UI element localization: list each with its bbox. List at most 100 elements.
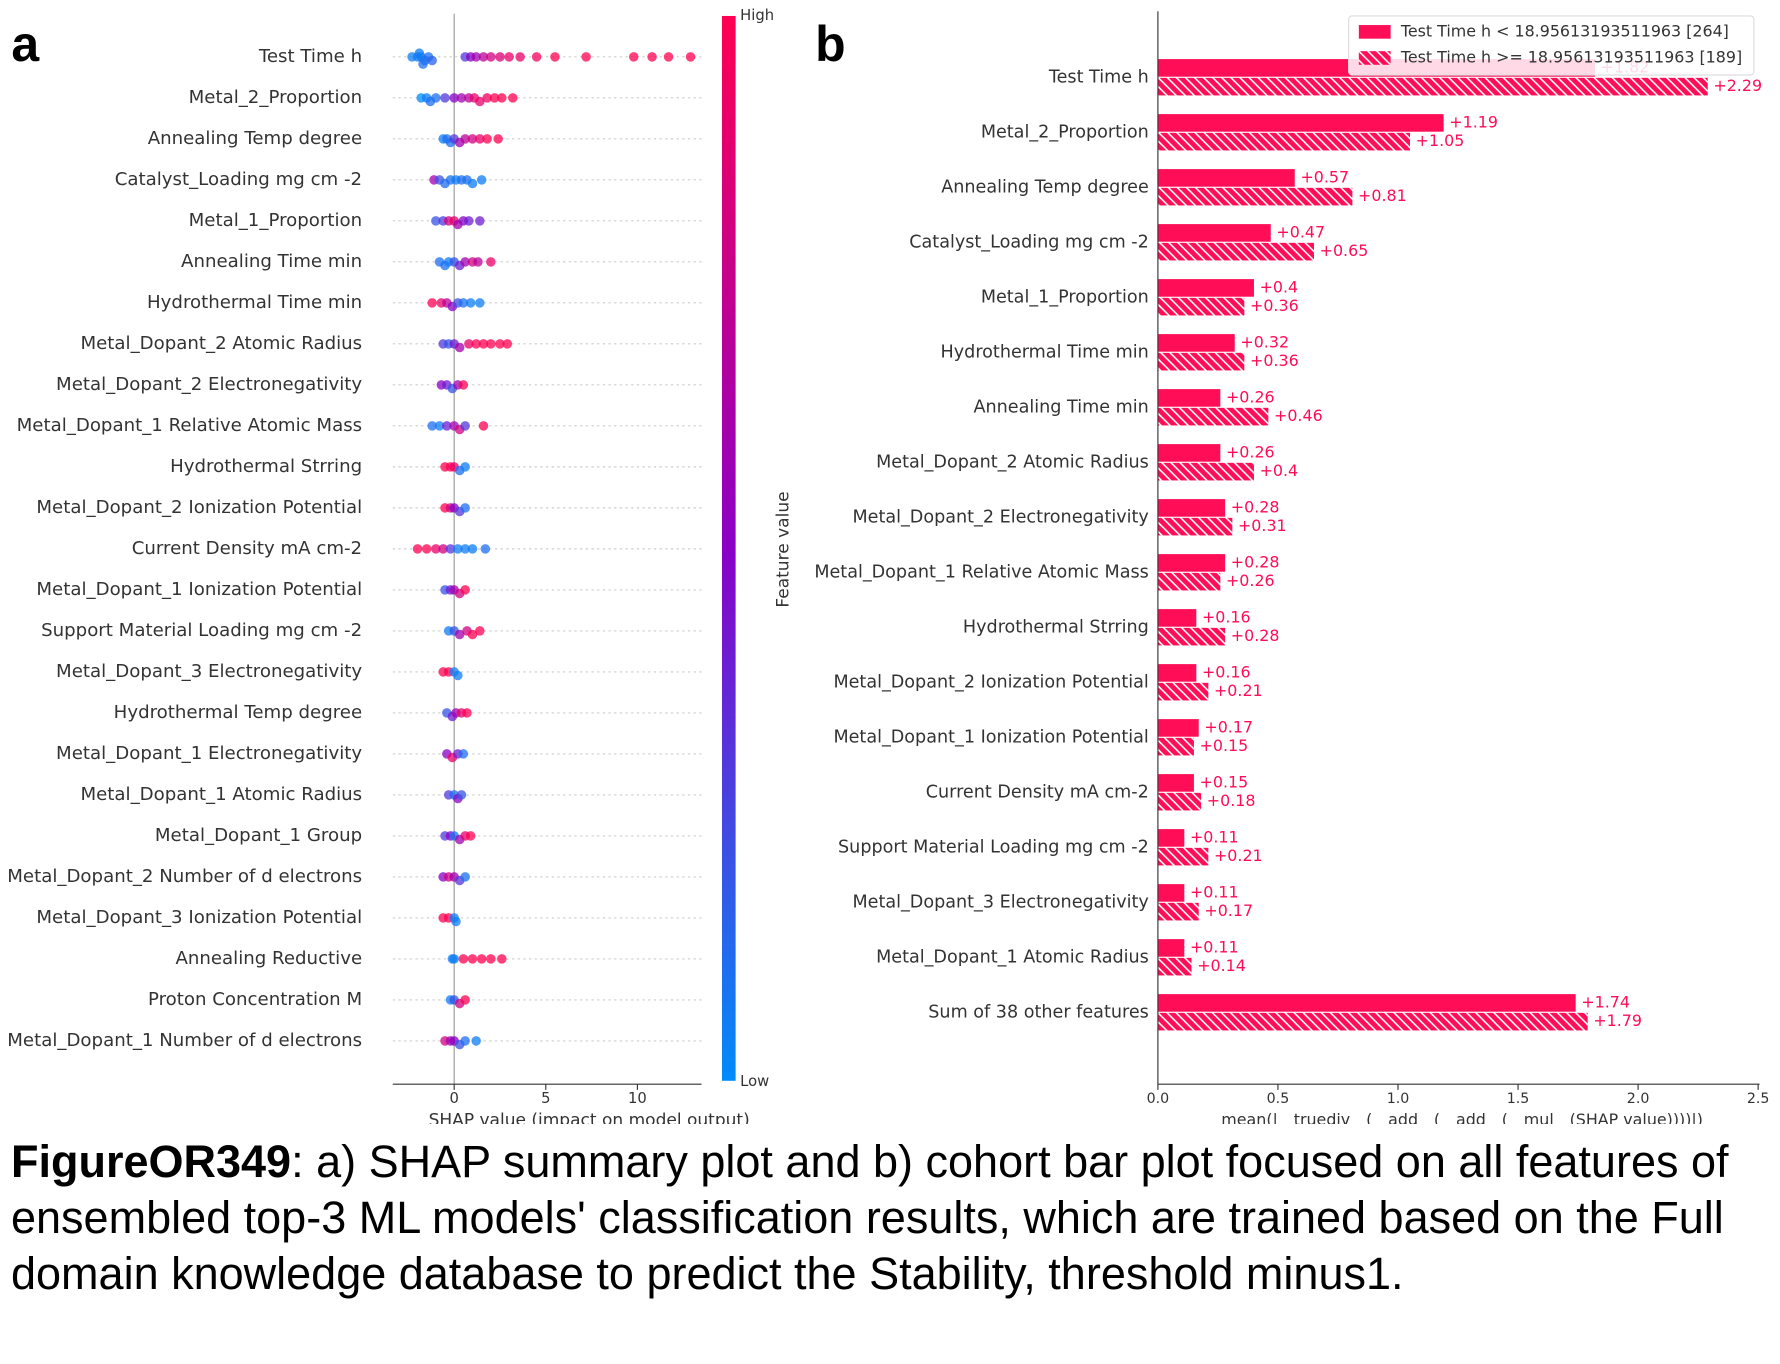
- x-axis-label: mean(|__truediv__(__add__(__add__(__mul_…: [1221, 1110, 1703, 1124]
- category-label: Metal_Dopant_1 Atomic Radius: [876, 947, 1149, 967]
- shap-point: [458, 380, 469, 390]
- shap-point: [647, 52, 657, 62]
- shap-point: [489, 93, 500, 103]
- legend-swatch: [1358, 51, 1391, 65]
- feature-label: Hydrothermal Time min: [147, 292, 362, 313]
- bar: [1157, 627, 1226, 646]
- caption-label: FigureOR349: [11, 1136, 292, 1187]
- value-label: +0.15: [1200, 772, 1249, 791]
- shap-point: [475, 216, 485, 226]
- category-label: Sum of 38 other features: [928, 1002, 1149, 1022]
- feature-label: Metal_Dopant_1 Group: [155, 825, 362, 846]
- category-label: Hydrothermal Time min: [941, 342, 1149, 362]
- shap-point: [456, 93, 467, 103]
- colorbar-label: Feature value: [773, 491, 793, 607]
- shap-point: [486, 954, 496, 964]
- value-label: +0.32: [1240, 332, 1289, 351]
- value-label: +2.29: [1713, 76, 1762, 95]
- value-label: +0.4: [1260, 461, 1299, 480]
- shap-point: [685, 52, 696, 62]
- shap-point: [453, 544, 463, 554]
- legend-box: [1348, 15, 1755, 76]
- feature-label: Annealing Temp degree: [148, 128, 362, 149]
- bar: [1157, 334, 1235, 352]
- value-label: +0.28: [1231, 497, 1280, 516]
- value-label: +0.81: [1358, 186, 1407, 205]
- shap-point: [442, 421, 452, 431]
- bar: [1157, 352, 1245, 371]
- category-label: Metal_Dopant_2 Electronegativity: [852, 507, 1148, 527]
- shap-point: [495, 52, 505, 62]
- value-label: +0.21: [1214, 681, 1263, 700]
- shap-point: [464, 339, 474, 349]
- bar: [1157, 884, 1185, 902]
- value-label: +0.28: [1231, 552, 1280, 571]
- colorbar-low: Low: [740, 1073, 769, 1090]
- value-label: +0.17: [1204, 717, 1253, 736]
- colorbar-high: High: [740, 7, 774, 24]
- bar: [1157, 242, 1314, 261]
- shap-point: [453, 670, 463, 681]
- bar: [1157, 224, 1271, 242]
- bar: [1157, 792, 1202, 811]
- bar: [1157, 994, 1576, 1012]
- value-label: +0.15: [1200, 736, 1249, 755]
- shap-point: [418, 59, 428, 69]
- shap-point: [414, 48, 425, 58]
- shap-point: [480, 544, 491, 554]
- shap-point: [460, 1036, 470, 1046]
- shap-point: [460, 585, 470, 595]
- value-label: +0.46: [1274, 406, 1323, 425]
- shap-point: [482, 93, 492, 103]
- shap-point: [476, 954, 487, 964]
- bar: [1157, 572, 1221, 591]
- bar: [1157, 114, 1444, 132]
- category-label: Metal_2_Proportion: [981, 122, 1149, 142]
- bar: [1157, 187, 1353, 206]
- category-label: Annealing Time min: [974, 397, 1149, 417]
- shap-point: [467, 134, 478, 144]
- feature-label: Metal_Dopant_1 Electronegativity: [56, 743, 362, 764]
- value-label: +1.19: [1449, 112, 1498, 131]
- feature-label: Metal_Dopant_1 Relative Atomic Mass: [17, 415, 362, 436]
- shap-point: [427, 55, 437, 66]
- bar: [1157, 902, 1199, 921]
- shap-point: [454, 342, 465, 353]
- shap-point: [465, 298, 476, 308]
- feature-label: Proton Concentration M: [148, 989, 362, 1010]
- feature-label: Hydrothermal Temp degree: [114, 702, 362, 723]
- x-tick-label: 10: [628, 1090, 647, 1107]
- bar: [1157, 957, 1192, 976]
- shap-point: [467, 629, 478, 640]
- x-tick-label: 0: [449, 1090, 458, 1107]
- feature-label: Test Time h: [258, 46, 362, 67]
- value-label: +0.26: [1226, 571, 1275, 590]
- shap-point: [471, 339, 481, 349]
- category-label: Metal_1_Proportion: [981, 287, 1149, 307]
- value-label: +0.16: [1202, 607, 1251, 626]
- shap-point: [460, 421, 470, 431]
- bar: [1157, 462, 1254, 481]
- feature-label: Metal_2_Proportion: [189, 87, 363, 108]
- feature-label: Metal_Dopant_3 Ionization Potential: [36, 907, 362, 928]
- feature-label: Hydrothermal Strring: [170, 456, 362, 477]
- shap-point: [473, 257, 483, 267]
- value-label: +0.11: [1190, 882, 1239, 901]
- shap-point: [431, 93, 441, 103]
- category-label: Annealing Temp degree: [941, 177, 1149, 197]
- feature-label: Metal_1_Proportion: [189, 210, 363, 231]
- category-label: Hydrothermal Strring: [963, 617, 1149, 637]
- shap-point: [460, 462, 470, 472]
- x-tick-label: 2.5: [1747, 1091, 1770, 1107]
- charts: a b Test Time h Metal_2_Proportion Anneali…: [7, 7, 1770, 1124]
- x-axis-label: SHAP value (impact on model output): [429, 1111, 750, 1124]
- shap-point: [478, 339, 489, 349]
- category-label: Test Time h: [1048, 67, 1149, 87]
- value-label: +0.65: [1320, 241, 1369, 260]
- shap-point: [475, 626, 485, 636]
- shap-point: [465, 831, 476, 841]
- bar: [1157, 77, 1708, 96]
- value-label: +0.14: [1197, 956, 1246, 975]
- shap-point: [504, 52, 514, 62]
